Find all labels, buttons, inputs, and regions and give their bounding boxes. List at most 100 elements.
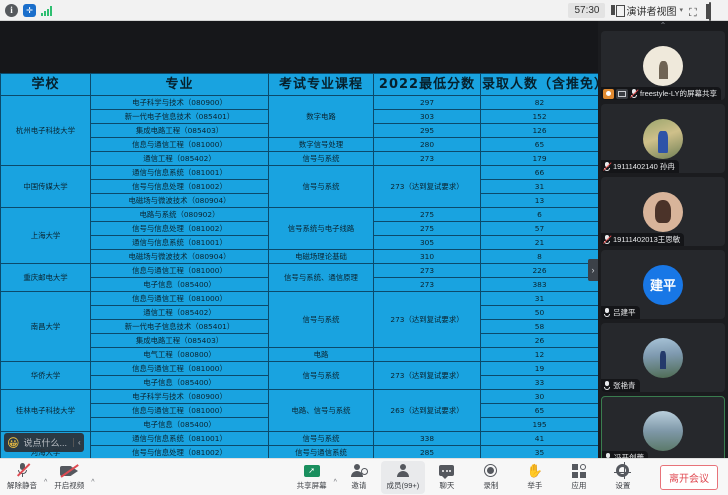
cell-count: 195: [480, 417, 598, 432]
toolbar-button-participants[interactable]: 成员(99+): [380, 460, 425, 494]
cell-course: 信号与系统、通信原理: [268, 263, 374, 292]
participant-tile[interactable]: 冯开创蕾 ⌄: [601, 396, 725, 465]
chevron-up-icon[interactable]: ^: [333, 478, 337, 486]
toolbar-label: 应用: [571, 481, 587, 490]
participant-name: 冯开创蕾: [614, 452, 644, 463]
cell-school: 上海大学: [0, 207, 91, 264]
participant-name-bar: 19111402013王思敏: [601, 233, 685, 246]
cell-school: 桂林电子科技大学: [0, 389, 91, 432]
participant-name: freestyle-LY的屏幕共享: [640, 89, 717, 98]
chevron-up-icon[interactable]: ^: [44, 478, 48, 486]
info-icon[interactable]: i: [5, 3, 18, 17]
cell-count: 226: [480, 263, 598, 278]
table-row: 电磁场与微波技术（080904） 13: [1, 193, 598, 208]
cell-course: 电路: [268, 347, 374, 362]
chat-collapse-icon[interactable]: ‹: [73, 438, 81, 447]
avatar: [643, 45, 683, 86]
cell-score: 305: [373, 235, 481, 250]
cell-score: 280: [373, 137, 481, 152]
participant-tile[interactable]: 19111402140 孙冉: [601, 104, 725, 173]
col-score: 2022最低分数: [373, 73, 481, 96]
cell-major: 通信工程（085402）: [90, 305, 269, 320]
cell-score: 273（达到复试要求）: [373, 291, 481, 348]
toolbar-label: 解除静音: [7, 481, 37, 490]
cell-count: 65: [480, 137, 598, 152]
host-badge: [603, 88, 614, 99]
toolbar-label: 设置: [615, 481, 631, 490]
cell-major: 通信与信息系统（081001）: [90, 235, 269, 250]
emoji-icon[interactable]: 😀: [7, 435, 20, 450]
toolbar-button-record[interactable]: 录制: [469, 461, 513, 494]
participant-name: 张艳青: [613, 381, 636, 390]
cell-score: 303: [373, 109, 481, 124]
participant-filmstrip: ⌃ freestyle-LY的屏幕共享 19111402140 孙冉 1911140…: [598, 21, 728, 465]
table-row: 电子信息（085400） 273 383: [1, 277, 598, 292]
table-row: 桂林电子科技大学 电子科学与技术（080900） 电路、信号与系统 263（达到复试要…: [0, 389, 598, 432]
cell-major: 电路与系统（080902）: [90, 207, 269, 222]
cell-count: 30: [480, 389, 598, 404]
table-row: 杭州电子科技大学 电子科学与技术（080900） 数字电路 297 82: [0, 95, 598, 166]
toolbar-button-camera-off[interactable]: 开启视频: [47, 461, 91, 494]
toolbar-button-invite[interactable]: 邀请: [337, 461, 381, 494]
toolbar-button-settings[interactable]: 设置: [601, 461, 645, 494]
shield-icon[interactable]: ✛: [23, 3, 36, 17]
toolbar-button-chat[interactable]: 聊天: [425, 461, 469, 494]
participant-tile[interactable]: 张艳青: [601, 323, 725, 392]
participant-tile[interactable]: 19111402013王思敏: [601, 177, 725, 246]
settings-icon: [614, 462, 632, 479]
meeting-timer: 57:30: [568, 2, 606, 18]
cell-course: 信号与通信系统: [268, 445, 374, 458]
toolbar-button-mic-muted[interactable]: 解除静音: [0, 461, 44, 494]
cell-count: 12: [480, 347, 598, 362]
cell-major: 新一代电子信息技术（085401）: [90, 319, 269, 334]
view-mode-selector[interactable]: 演讲者视图 ▾: [611, 3, 683, 18]
cell-course: 电磁场理论基础: [268, 249, 374, 264]
cell-course: 电路、信号与系统: [268, 389, 374, 432]
chevron-up-icon[interactable]: ^: [91, 478, 95, 486]
table-header-row: 学校 专业 考试专业课程 2022最低分数 录取人数（含推免）: [0, 73, 598, 96]
participant-tile[interactable]: 建平 吕建平: [601, 250, 725, 319]
share-expand-arrow[interactable]: ›: [588, 259, 598, 281]
participant-name-bar: 19111402140 孙冉: [601, 160, 679, 173]
participant-tile[interactable]: freestyle-LY的屏幕共享: [601, 31, 725, 100]
cell-major: 集成电路工程（085403）: [90, 123, 269, 138]
cell-school: 杭州电子科技大学: [0, 95, 91, 166]
cell-score: 275: [373, 207, 481, 222]
cell-major: 电气工程（080800）: [90, 347, 269, 362]
cell-major: 电子信息（085400）: [90, 375, 269, 390]
side-panel-button[interactable]: [709, 2, 723, 21]
filmstrip-scroll-up[interactable]: ⌃: [659, 21, 667, 30]
cell-count: 21: [480, 235, 598, 250]
fullscreen-button[interactable]: ⛶: [689, 7, 697, 19]
cell-score: 275: [373, 221, 481, 236]
cell-major: 新一代电子信息技术（085401）: [90, 109, 269, 124]
cell-score: 295: [373, 123, 481, 138]
speaker-view-icon: [611, 5, 626, 17]
chat-input-placeholder[interactable]: 说点什么...: [23, 438, 68, 448]
participant-name: 19111402140 孙冉: [613, 162, 675, 171]
cell-score: [373, 347, 481, 362]
cell-count: 31: [480, 179, 598, 194]
cell-school: 华侨大学: [0, 361, 91, 390]
top-bar: i ✛ 57:30 演讲者视图 ▾ ⛶: [0, 0, 728, 21]
toolbar-button-raise-hand[interactable]: ✋ 举手: [513, 461, 557, 494]
cell-major: 信息与通信工程（081000）: [90, 291, 269, 306]
col-count: 录取人数（含推免）: [480, 73, 598, 96]
cell-score: 285: [373, 445, 481, 458]
chat-icon: [439, 463, 455, 479]
chevron-down-icon[interactable]: ⌄: [660, 453, 667, 462]
invite-icon: [350, 463, 368, 478]
toolbar-label: 聊天: [439, 481, 455, 490]
toolbar-button-apps[interactable]: 应用: [557, 461, 601, 494]
table-row: 华侨大学 信息与通信工程（081000） 信号与系统 273（达到复试要求） 19: [0, 361, 598, 390]
cell-count: 19: [480, 361, 598, 376]
chat-input-overlay[interactable]: 😀 说点什么... ‹: [4, 433, 84, 452]
table-row: 上海大学 电路与系统（080902） 信号系统与电子线路 275 6: [0, 207, 598, 264]
cell-major: 信息与通信工程（081000）: [90, 263, 269, 278]
signal-icon[interactable]: [41, 5, 52, 16]
toolbar-button-share-screen[interactable]: ➚ 共享屏幕: [290, 461, 334, 494]
leave-meeting-button[interactable]: 离开会议: [660, 464, 718, 490]
cell-course: 信号与系统: [268, 361, 374, 390]
table-row: 南昌大学 信息与通信工程（081000） 信号与系统 273（达到复试要求） 31: [0, 291, 598, 362]
table-row: 信息与通信工程（081000） 65: [1, 403, 598, 418]
